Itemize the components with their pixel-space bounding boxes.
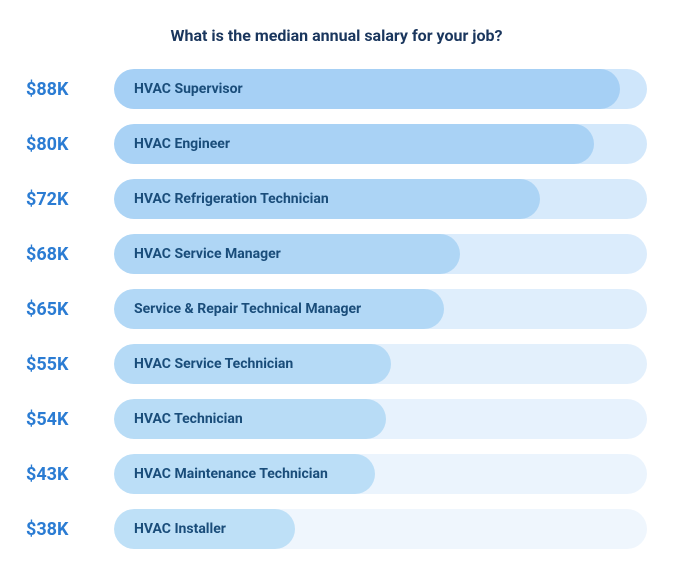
job-label: HVAC Technician [134, 411, 243, 427]
bar-fill: Service & Repair Technical Manager [114, 289, 444, 329]
bar-fill: HVAC Service Manager [114, 234, 460, 274]
bar-row: $80K HVAC Engineer [26, 124, 647, 164]
salary-label: $43K [26, 464, 114, 485]
bar-track: Service & Repair Technical Manager [114, 289, 647, 329]
bar-row: $55K HVAC Service Technician [26, 344, 647, 384]
bars-wrapper: $88K HVAC Supervisor $80K HVAC Engineer $72K… [26, 69, 647, 549]
bar-row: $68K HVAC Service Manager [26, 234, 647, 274]
job-label: Service & Repair Technical Manager [134, 301, 361, 317]
bar-row: $43K HVAC Maintenance Technician [26, 454, 647, 494]
bar-track: HVAC Installer [114, 509, 647, 549]
job-label: HVAC Supervisor [134, 81, 243, 97]
job-label: HVAC Maintenance Technician [134, 466, 328, 482]
bar-fill: HVAC Technician [114, 399, 386, 439]
bar-fill: HVAC Refrigeration Technician [114, 179, 540, 219]
salary-chart: What is the median annual salary for you… [8, 16, 665, 582]
bar-fill: HVAC Supervisor [114, 69, 620, 109]
bar-track: HVAC Maintenance Technician [114, 454, 647, 494]
bar-row: $88K HVAC Supervisor [26, 69, 647, 109]
bar-fill: HVAC Maintenance Technician [114, 454, 375, 494]
bar-row: $38K HVAC Installer [26, 509, 647, 549]
salary-label: $54K [26, 409, 114, 430]
bar-track: HVAC Refrigeration Technician [114, 179, 647, 219]
bar-row: $72K HVAC Refrigeration Technician [26, 179, 647, 219]
job-label: HVAC Installer [134, 521, 226, 537]
bar-fill: HVAC Service Technician [114, 344, 391, 384]
job-label: HVAC Engineer [134, 136, 230, 152]
bar-track: HVAC Supervisor [114, 69, 647, 109]
bar-fill: HVAC Installer [114, 509, 295, 549]
bar-track: HVAC Service Manager [114, 234, 647, 274]
job-label: HVAC Service Manager [134, 246, 281, 262]
job-label: HVAC Refrigeration Technician [134, 191, 329, 207]
salary-label: $72K [26, 189, 114, 210]
job-label: HVAC Service Technician [134, 356, 293, 372]
salary-label: $68K [26, 244, 114, 265]
salary-label: $88K [26, 79, 114, 100]
salary-label: $80K [26, 134, 114, 155]
bar-row: $54K HVAC Technician [26, 399, 647, 439]
bar-track: HVAC Technician [114, 399, 647, 439]
bar-track: HVAC Engineer [114, 124, 647, 164]
bar-row: $65K Service & Repair Technical Manager [26, 289, 647, 329]
salary-label: $55K [26, 354, 114, 375]
bar-track: HVAC Service Technician [114, 344, 647, 384]
bar-fill: HVAC Engineer [114, 124, 594, 164]
salary-label: $38K [26, 519, 114, 540]
chart-title: What is the median annual salary for you… [26, 26, 647, 45]
salary-label: $65K [26, 299, 114, 320]
